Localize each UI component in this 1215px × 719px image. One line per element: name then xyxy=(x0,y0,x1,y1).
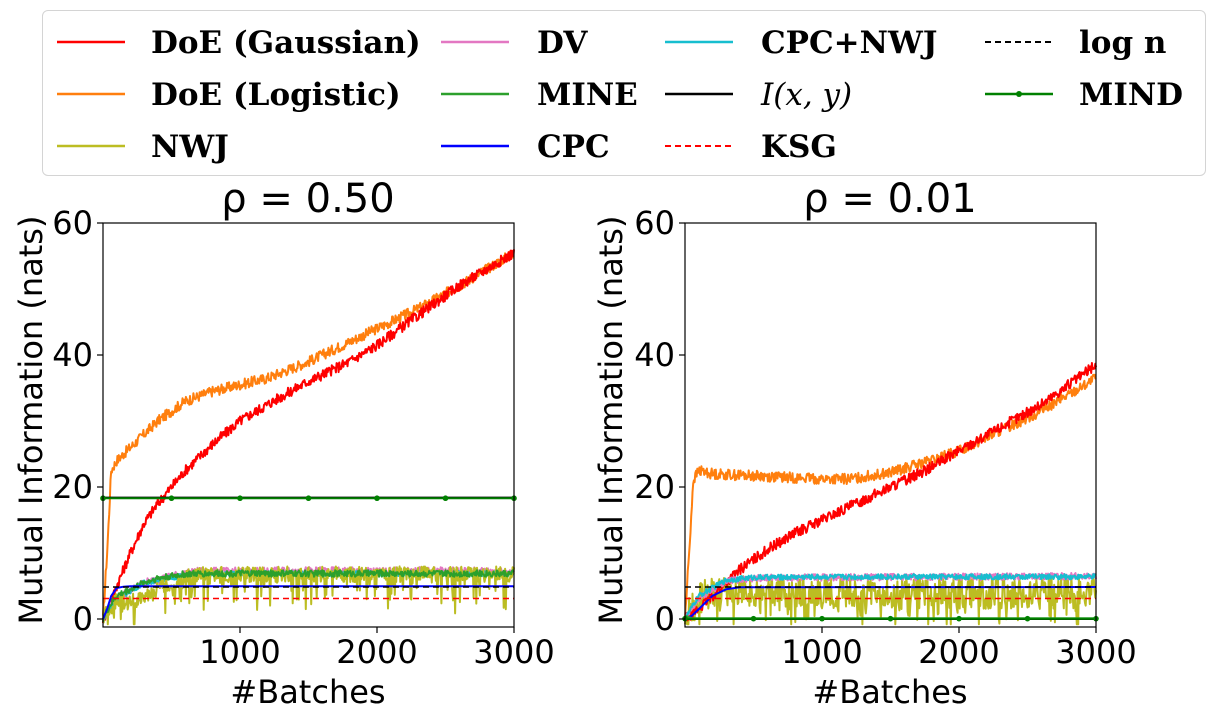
x-axis-label: #Batches xyxy=(812,673,967,711)
y-axis-label: Mutual Information (nats) xyxy=(592,216,630,625)
series-nwj xyxy=(684,575,1097,626)
series-mind-marker xyxy=(750,615,757,622)
series-cpc_nwj xyxy=(684,573,1097,622)
panel-title: ρ = 0.50 xyxy=(221,176,394,222)
legend-label: CPC+NWJ xyxy=(761,25,937,61)
plot-frame xyxy=(684,222,1097,628)
legend-entry-nwj: NWJ xyxy=(57,129,229,165)
series-mind-marker xyxy=(168,495,175,502)
x-tick-label: 2000 xyxy=(918,633,999,671)
y-axis-label: Mutual Information (nats) xyxy=(12,216,50,625)
legend-entry-dv: DV xyxy=(441,25,588,61)
legend-entry-ksg: KSG xyxy=(665,129,837,165)
legend-box: DoE (Gaussian) DoE (Logistic) NWJ DV MIN… xyxy=(42,10,1206,176)
y-tick-label: 20 xyxy=(634,468,675,506)
legend-label: KSG xyxy=(761,129,837,165)
series-mine xyxy=(102,569,515,622)
y-tick-label: 40 xyxy=(634,336,675,374)
legend-entry-doe-logistic: DoE (Logistic) xyxy=(57,77,401,113)
y-tick-label: 60 xyxy=(52,204,93,242)
legend-label: I(x, y) xyxy=(760,77,852,113)
legend-label: log n xyxy=(1079,25,1166,61)
legend-entry-true-mi: I(x, y) xyxy=(665,77,852,113)
legend-entry-mind: MIND xyxy=(985,77,1183,113)
x-tick-label: 2000 xyxy=(336,633,417,671)
x-tick-label: 1000 xyxy=(781,633,862,671)
series-doe_logistic xyxy=(102,250,515,615)
y-tick-label: 20 xyxy=(52,468,93,506)
series-mind-marker xyxy=(819,615,825,622)
tick-layer: 0 20 40 60 1000 2000 3000 xyxy=(52,204,554,671)
series-layer xyxy=(682,362,1099,626)
legend-entry-cpc-nwj: CPC+NWJ xyxy=(665,25,937,61)
legend-label: DV xyxy=(537,25,588,61)
legend-label: NWJ xyxy=(151,129,229,165)
legend-entry-mine: MINE xyxy=(441,77,638,113)
legend-entry-doe-gaussian: DoE (Gaussian) xyxy=(57,25,421,61)
series-cpc xyxy=(102,585,514,620)
y-tick-label: 60 xyxy=(634,204,675,242)
series-mind-marker xyxy=(374,495,380,502)
legend-label: CPC xyxy=(537,129,610,165)
series-layer xyxy=(100,249,517,626)
series-doe_gauss xyxy=(102,249,515,624)
x-tick-label: 3000 xyxy=(1055,633,1136,671)
series-doe_gauss xyxy=(684,362,1097,622)
series-mind-marker xyxy=(305,495,312,502)
panel-rho-001: ρ = 0.01 Mutual Information (nats) #Batc… xyxy=(592,176,1137,711)
series-mind-marker xyxy=(1024,615,1031,622)
panel-title: ρ = 0.01 xyxy=(803,176,976,222)
series-mind-marker xyxy=(237,495,243,502)
series-mind-marker xyxy=(956,615,962,622)
x-tick-label: 1000 xyxy=(199,633,280,671)
legend-entry-cpc: CPC xyxy=(441,129,610,165)
legend-label: DoE (Gaussian) xyxy=(151,25,421,61)
y-tick-label: 40 xyxy=(52,336,93,374)
y-tick-label: 0 xyxy=(655,600,675,638)
x-axis-label: #Batches xyxy=(230,673,385,711)
plot-frame xyxy=(102,222,515,628)
series-mind-marker xyxy=(442,495,449,502)
legend-label: DoE (Logistic) xyxy=(151,77,401,113)
x-tick-label: 3000 xyxy=(473,633,554,671)
legend-swatch-marker xyxy=(1016,91,1022,97)
legend-label: MINE xyxy=(537,77,638,113)
panel-rho-050: ρ = 0.50 Mutual Information (nats) #Batc… xyxy=(12,176,555,711)
tick-layer: 0 20 40 60 1000 2000 3000 xyxy=(634,204,1136,671)
legend-label: MIND xyxy=(1079,77,1183,113)
y-tick-label: 0 xyxy=(73,600,93,638)
series-mind-marker xyxy=(887,615,894,622)
legend-entry-log-n: log n xyxy=(985,25,1166,61)
